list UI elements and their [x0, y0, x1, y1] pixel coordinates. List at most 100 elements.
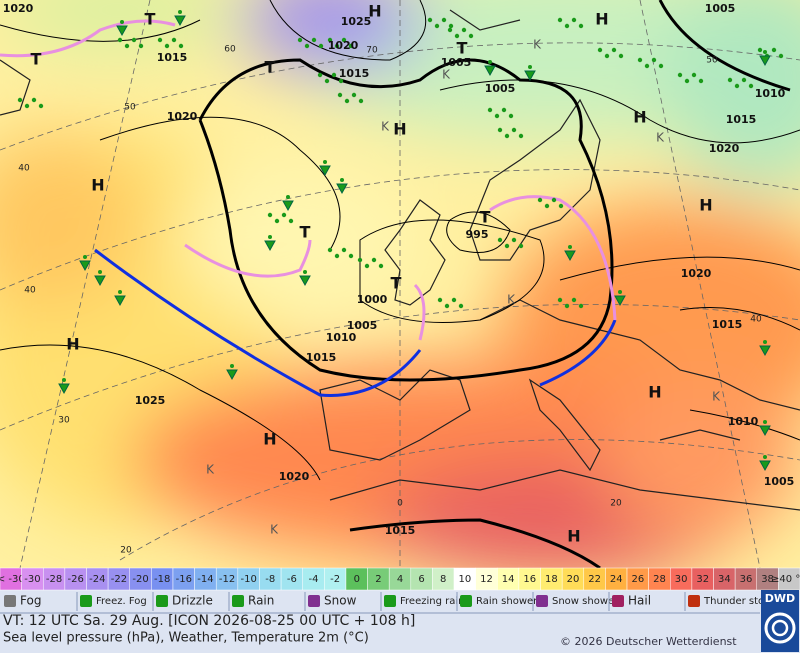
shower-dot — [83, 255, 87, 259]
legend-label: Freez. Fog — [96, 596, 147, 607]
rain-dot — [497, 237, 503, 243]
coordinate-label: 50 — [124, 103, 136, 113]
pressure-center: H — [633, 108, 646, 127]
symbol-legend: Fog Freez. Fog Drizzle Rain Snow Freezing rai… — [4, 592, 778, 611]
rain-dot — [551, 197, 557, 203]
shower-symbol — [759, 55, 771, 67]
scale-label: ≥40 °C — [771, 574, 800, 585]
legend-icon — [384, 595, 396, 607]
rain-dot — [304, 43, 310, 49]
isobar-label: 1015 — [385, 524, 416, 537]
rain-dot — [327, 37, 333, 43]
isobar-label: 1000 — [357, 293, 388, 306]
shower-dot — [268, 235, 272, 239]
scale-label: 8 — [440, 574, 446, 585]
rain-dot — [504, 133, 510, 139]
isobar-label: 1015 — [712, 318, 743, 331]
scale-label: 26 — [631, 574, 644, 585]
rain-dot — [348, 253, 354, 259]
legend-icon — [612, 595, 624, 607]
rain-dot — [447, 27, 453, 33]
rain-dot — [618, 53, 624, 59]
isobar-label: 1020 — [279, 470, 310, 483]
shower-symbol — [759, 425, 771, 437]
rain-dot — [564, 303, 570, 309]
scale-label: -8 — [265, 574, 275, 585]
shower-symbol — [174, 15, 186, 27]
isobar-label: 1025 — [135, 394, 166, 407]
pressure-center: H — [595, 10, 608, 29]
rain-dot — [117, 37, 123, 43]
rain-dot — [441, 17, 447, 23]
isobar-label: 1020 — [3, 2, 34, 15]
rain-dot — [564, 23, 570, 29]
pressure-center: K — [381, 120, 390, 134]
isobar-label: 1025 — [341, 15, 372, 28]
isobar-label: 1015 — [157, 51, 188, 64]
scale-label: 32 — [696, 574, 709, 585]
shower-dot — [568, 245, 572, 249]
shower-dot — [763, 340, 767, 344]
rain-dot — [24, 103, 30, 109]
scale-label: 22 — [588, 574, 601, 585]
rain-dot — [448, 23, 454, 29]
rain-dot — [364, 263, 370, 269]
pressure-center: K — [206, 463, 215, 477]
shower-dot — [120, 20, 124, 24]
scale-label: 0 — [354, 574, 360, 585]
shower-symbol — [94, 275, 106, 287]
pressure-center: K — [712, 390, 721, 404]
rain-dot — [454, 33, 460, 39]
coordinate-label: 40 — [750, 315, 762, 325]
scale-label: -18 — [154, 574, 170, 585]
scale-label: 38 — [761, 574, 774, 585]
shower-dot — [618, 290, 622, 294]
rain-dot — [178, 43, 184, 49]
rain-dot — [458, 303, 464, 309]
legend-icon — [156, 595, 168, 607]
rain-dot — [434, 23, 440, 29]
pressure-center: H — [368, 2, 381, 21]
shower-dot — [763, 420, 767, 424]
coordinate-label: 70 — [366, 46, 378, 56]
legend-label: Freezing rain — [400, 596, 464, 607]
isobar-label: 1020 — [328, 39, 359, 52]
rain-dot — [38, 103, 44, 109]
rain-dot — [444, 303, 450, 309]
rain-dot — [651, 57, 657, 63]
isobar-label: 1015 — [726, 113, 757, 126]
rain-dot — [571, 17, 577, 23]
legend-icon — [460, 595, 472, 607]
rain-dot — [164, 43, 170, 49]
rain-dot — [637, 57, 643, 63]
scale-label: 24 — [610, 574, 623, 585]
scale-label: -22 — [111, 574, 127, 585]
rain-dot — [274, 218, 280, 224]
pressure-center: T — [31, 50, 42, 69]
isobar-label: 1015 — [339, 67, 370, 80]
isobar-label: 1010 — [326, 331, 357, 344]
rain-dot — [344, 98, 350, 104]
rain-dot — [324, 78, 330, 84]
shower-symbol — [614, 295, 626, 307]
rain-dot — [171, 37, 177, 43]
scale-label: 10 — [458, 574, 471, 585]
rain-dot — [138, 43, 144, 49]
legend-label: Drizzle — [172, 594, 213, 608]
rain-dot — [757, 47, 763, 53]
rain-dot — [518, 133, 524, 139]
rain-dot — [778, 53, 784, 59]
scale-label: 12 — [480, 574, 493, 585]
scale-label: 2 — [375, 574, 381, 585]
rain-dot — [511, 127, 517, 133]
shower-symbol — [759, 345, 771, 357]
scale-label: 4 — [397, 574, 403, 585]
shower-dot — [763, 455, 767, 459]
coordinate-label: 30 — [58, 416, 70, 426]
logo-text: DWD — [765, 592, 795, 605]
legend-icon — [308, 595, 320, 607]
isobar-label: 1005 — [705, 2, 736, 15]
rain-dot — [578, 303, 584, 309]
pressure-center: T — [480, 208, 491, 227]
